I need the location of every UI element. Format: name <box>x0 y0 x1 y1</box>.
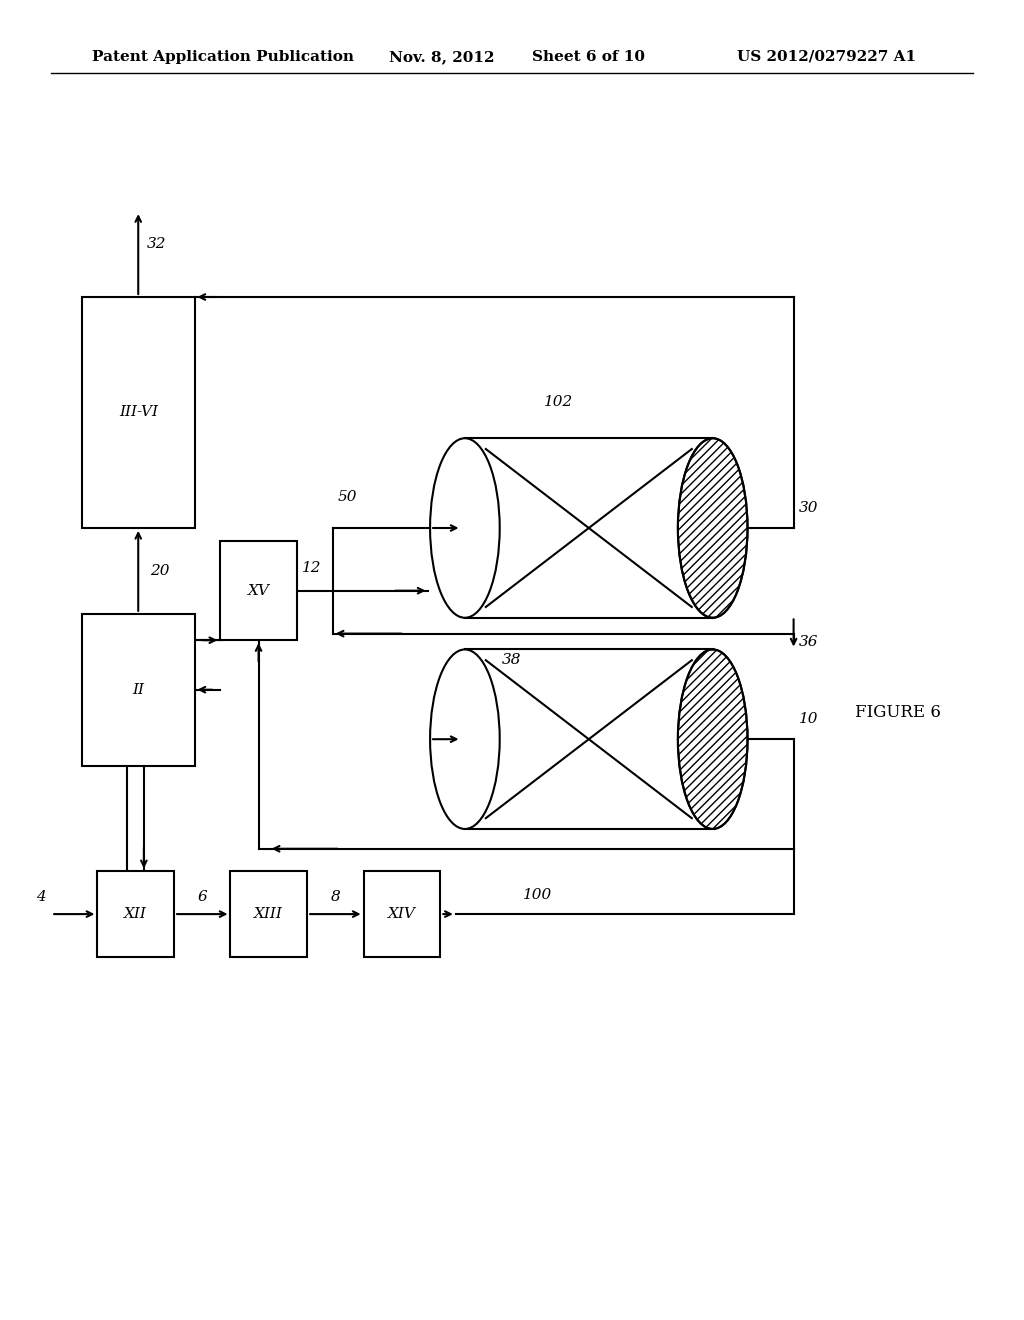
Text: Nov. 8, 2012: Nov. 8, 2012 <box>389 50 495 63</box>
Text: 10: 10 <box>799 711 818 726</box>
Text: XIV: XIV <box>388 907 416 921</box>
Text: XIII: XIII <box>254 907 284 921</box>
Text: XV: XV <box>248 583 269 598</box>
Text: 38: 38 <box>502 653 522 668</box>
Text: 102: 102 <box>544 395 572 409</box>
Text: 50: 50 <box>338 490 357 504</box>
Text: FIGURE 6: FIGURE 6 <box>855 705 941 721</box>
Ellipse shape <box>678 438 748 618</box>
Text: 4: 4 <box>36 890 46 903</box>
Ellipse shape <box>678 649 748 829</box>
Ellipse shape <box>430 649 500 829</box>
Text: II: II <box>132 682 144 697</box>
Text: 12: 12 <box>302 561 322 576</box>
Text: 100: 100 <box>523 888 552 903</box>
Bar <box>364 871 440 957</box>
Text: Patent Application Publication: Patent Application Publication <box>92 50 354 63</box>
Text: US 2012/0279227 A1: US 2012/0279227 A1 <box>737 50 916 63</box>
Text: 8: 8 <box>331 890 340 903</box>
Text: 20: 20 <box>151 564 170 578</box>
Bar <box>230 871 307 957</box>
Ellipse shape <box>430 438 500 618</box>
Text: Sheet 6 of 10: Sheet 6 of 10 <box>532 50 645 63</box>
Bar <box>82 614 195 766</box>
Text: 32: 32 <box>146 238 166 251</box>
Bar <box>220 541 297 640</box>
Bar <box>82 297 195 528</box>
Bar <box>97 871 174 957</box>
Bar <box>465 649 713 829</box>
Text: 6: 6 <box>198 890 207 903</box>
Text: III-VI: III-VI <box>119 405 158 420</box>
Bar <box>465 438 713 618</box>
Text: 36: 36 <box>799 635 818 648</box>
Text: 30: 30 <box>799 500 818 515</box>
Text: XII: XII <box>124 907 147 921</box>
